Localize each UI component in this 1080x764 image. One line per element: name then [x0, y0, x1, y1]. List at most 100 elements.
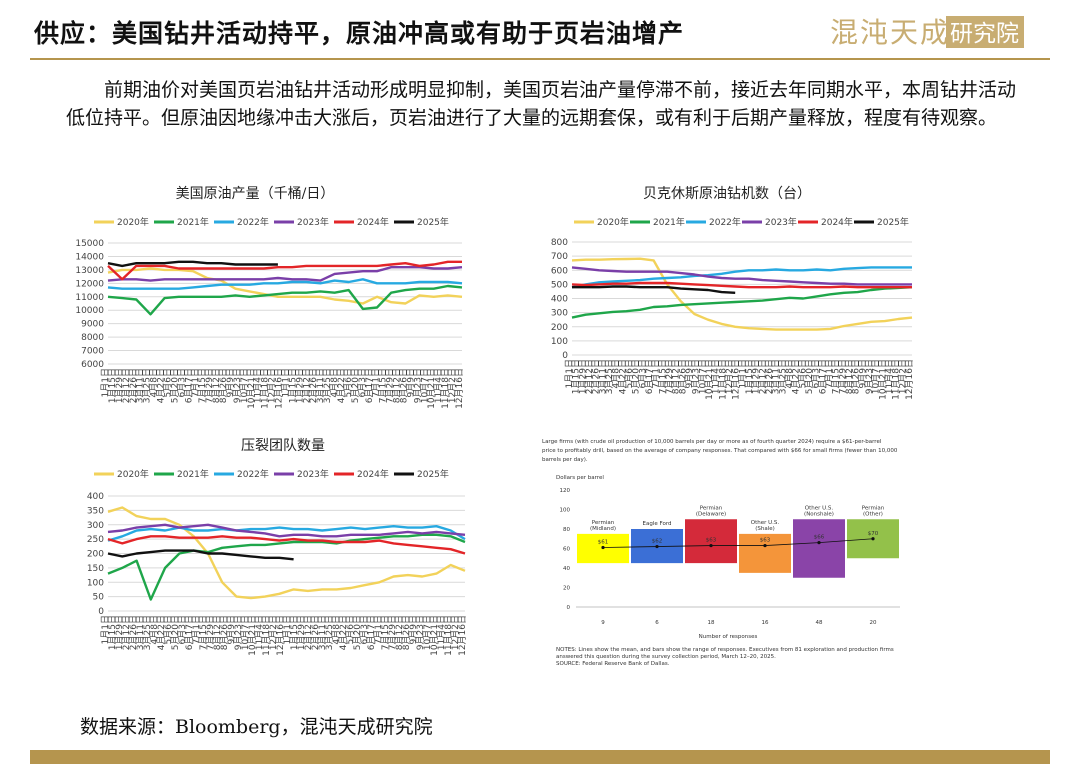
x-tick-label: 10月7日 [419, 368, 430, 403]
chart-frac-spread-count: 压裂团队数量 2020年 2021年 2022年 2023年 2024年 2025年 0 50 1… [70, 432, 470, 672]
x-tick-label: 7月29日 [664, 359, 675, 394]
range-bar [685, 519, 737, 564]
header-rule [30, 58, 1050, 60]
x-tick-label: 9月23日 [232, 368, 243, 403]
legend-label: 2020年 [117, 468, 149, 480]
x-tick-label: 1月29日 [296, 615, 307, 650]
y-tick-label: 50 [93, 593, 105, 603]
mean-label: $63 [760, 538, 771, 544]
x-tick-label: 1月15日 [744, 359, 755, 394]
category-label: Other U.S. [805, 505, 834, 511]
legend-label: 2024年 [821, 216, 853, 228]
series-line-2021年 [107, 284, 463, 316]
x-tick-label: 9月23日 [233, 615, 244, 650]
y-tick-label: 400 [87, 492, 104, 502]
y-tick-label: 0 [567, 605, 571, 611]
source-note: 数据来源：Bloomberg，混沌天成研究院 [80, 716, 433, 738]
series-line-2020年 [107, 506, 466, 600]
x-tick-label: 7月15日 [831, 359, 842, 394]
series-line-2022年 [107, 525, 466, 542]
x-tick-label: 1月15日 [107, 615, 118, 650]
x-tick-label: 5月20日 [631, 359, 642, 394]
x-tick-label: 8月12日 [212, 615, 223, 650]
category-label: Permian [862, 505, 885, 511]
x-tick-label: 8月26日 [398, 368, 409, 403]
x-tick-label: 3月25日 [142, 368, 153, 403]
x-tick-label: 1月29日 [294, 368, 305, 403]
y-axis-label: Dollars per barrel [556, 475, 604, 481]
legend-label: 2024年 [357, 468, 389, 480]
responses-label: 48 [816, 620, 823, 626]
x-tick-label: 5月6日 [345, 615, 356, 644]
y-tick-label: 350 [87, 506, 104, 516]
x-tick-label: 11月4日 [253, 368, 264, 403]
x-tick-label: 6月3日 [177, 615, 188, 644]
legend-label: 2022年 [237, 216, 269, 228]
mean-label: $66 [814, 535, 825, 541]
x-tick-label: 9月9日 [408, 615, 419, 644]
x-tick-label: 4月22日 [156, 615, 167, 650]
x-tick-label: 12月16日 [275, 615, 286, 656]
x-tick-label: 5月6日 [343, 368, 354, 397]
series-line-2021年 [571, 286, 913, 319]
y-tick-label: 6000 [81, 360, 104, 370]
chart-notes-line: NOTES: Lines show the mean, and bars sho… [556, 647, 894, 653]
y-tick-label: 0 [562, 351, 568, 361]
category-label: (Other) [863, 511, 883, 517]
y-tick-label: 300 [87, 521, 104, 531]
x-tick-label: 10月21日 [704, 359, 715, 400]
series-line-2022年 [571, 266, 912, 289]
y-tick-label: 0 [98, 607, 104, 617]
y-tick-label: 200 [87, 550, 104, 560]
series-line-2025年 [107, 260, 278, 268]
legend-label: 2025年 [877, 216, 909, 228]
x-tick-label: 4月22日 [617, 359, 628, 394]
x-tick-label: 4月8日 [329, 368, 340, 397]
y-tick-label: 60 [563, 547, 570, 553]
x-tick-label: 12月2日 [267, 368, 278, 403]
x-tick-label: 9月23日 [864, 359, 875, 394]
y-tick-label: 300 [551, 309, 568, 319]
x-tick-label: 1月15日 [571, 359, 582, 394]
x-tick-label: 4月8日 [149, 368, 160, 397]
x-tick-label: 2月26日 [128, 368, 139, 403]
x-tick-label: 7月15日 [378, 368, 389, 403]
legend-label: 2021年 [177, 216, 209, 228]
y-tick-label: 80 [563, 527, 570, 533]
x-tick-label: 9月9日 [684, 359, 695, 388]
x-axis-label: Number of responses [699, 634, 758, 640]
x-tick-label: 3月25日 [324, 615, 335, 650]
y-tick-label: 500 [551, 280, 568, 290]
x-tick-label: 11月18日 [891, 359, 902, 400]
x-tick-label: 5月6日 [163, 615, 174, 644]
x-tick-label: 4月22日 [791, 359, 802, 394]
x-tick-label: 11月18日 [260, 368, 271, 409]
legend-label: 2022年 [709, 216, 741, 228]
category-label: (Shale) [755, 526, 775, 532]
x-tick-label: 3月11日 [597, 359, 608, 394]
y-tick-label: 250 [87, 535, 104, 545]
x-tick-label: 3月11日 [135, 368, 146, 403]
y-tick-label: 700 [551, 252, 568, 262]
x-tick-label: 7月1日 [651, 359, 662, 388]
category-label: (Nonshale) [804, 511, 834, 517]
y-tick-label: 15000 [75, 239, 104, 249]
x-tick-label: 11月4日 [254, 615, 265, 650]
x-tick-label: 7月1日 [371, 368, 382, 397]
category-label: Permian [592, 520, 615, 526]
x-tick-label: 12月16日 [454, 368, 465, 409]
x-tick-label: 10月21日 [877, 359, 888, 400]
category-label: (Midland) [590, 526, 616, 532]
responses-label: 6 [655, 620, 659, 626]
series-line-2023年 [107, 266, 463, 282]
x-tick-label: 1月1日 [564, 359, 575, 388]
x-tick-label: 12月2日 [724, 359, 735, 394]
x-tick-label: 11月4日 [433, 368, 444, 403]
x-tick-label: 6月17日 [366, 615, 377, 650]
x-tick-label: 7月15日 [197, 368, 208, 403]
x-tick-label: 6月3日 [637, 359, 648, 388]
x-tick-label: 1月15日 [107, 368, 118, 403]
x-tick-label: 2月12日 [584, 359, 595, 394]
chart-note-line: Large firms (with crude oil production o… [542, 439, 882, 445]
mean-label: $63 [706, 538, 717, 544]
